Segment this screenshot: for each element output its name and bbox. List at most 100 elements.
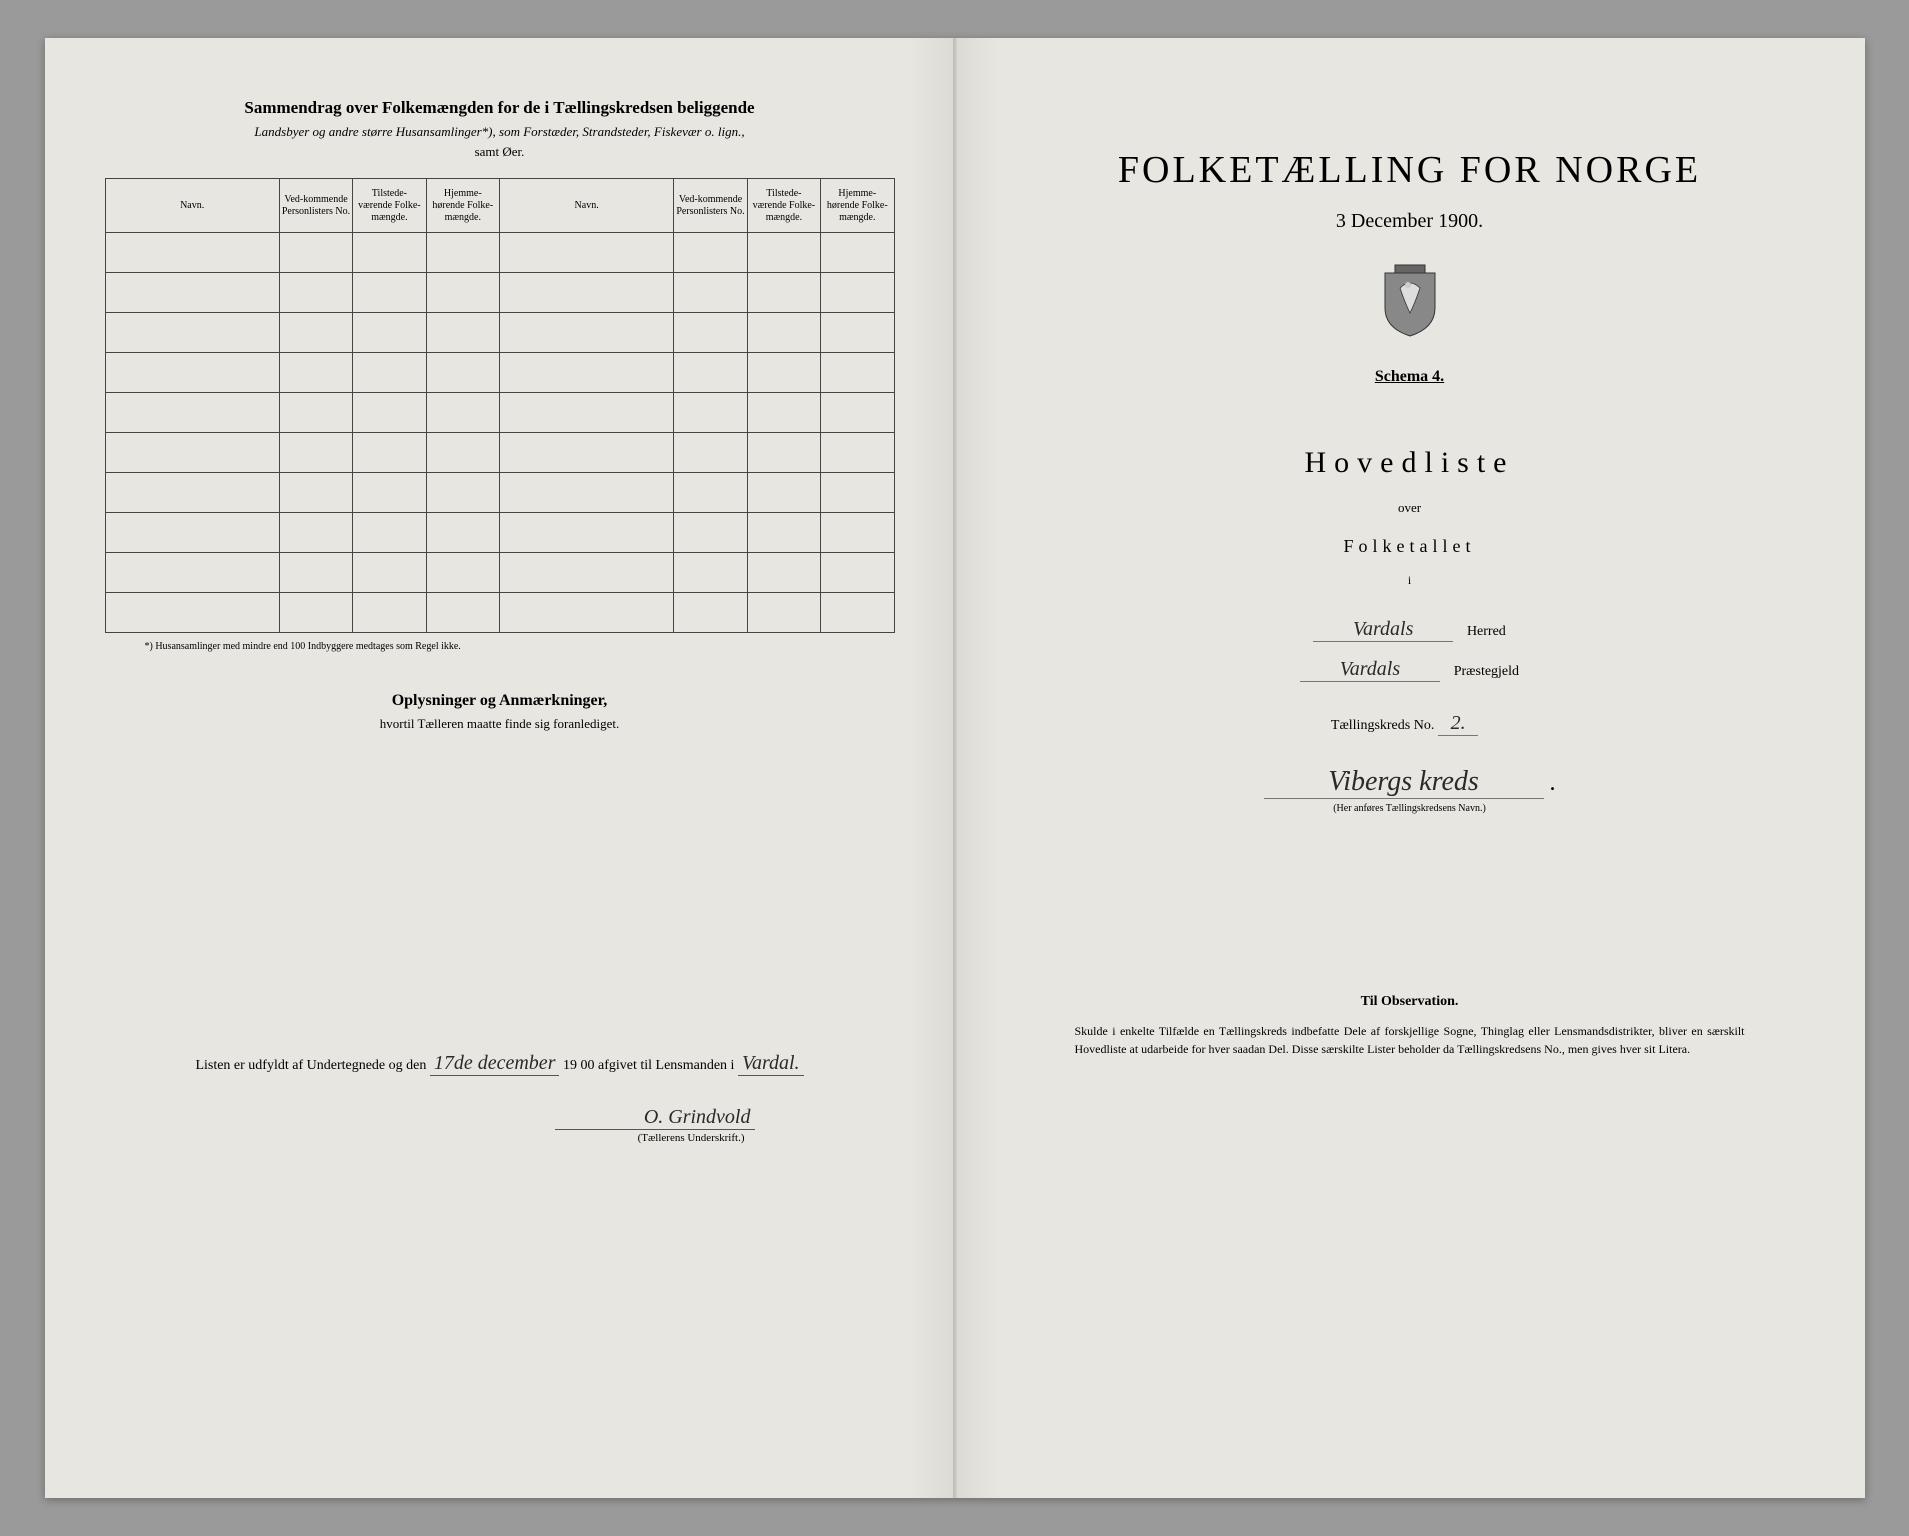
signature-line: O. Grindvold	[105, 1106, 895, 1130]
table-body	[105, 233, 894, 633]
taellingskreds-line: Tællingskreds No. 2.	[1015, 712, 1805, 736]
table-row	[105, 393, 894, 433]
table-cell	[279, 233, 352, 273]
table-cell	[426, 233, 499, 273]
right-page: FOLKETÆLLING FOR NORGE 3 December 1900. …	[955, 38, 1865, 1498]
table-cell	[821, 393, 894, 433]
table-cell	[279, 473, 352, 513]
table-cell	[747, 393, 820, 433]
table-cell	[499, 473, 673, 513]
table-cell	[279, 593, 352, 633]
col-tilstede-1: Tilstede-værende Folke-mængde.	[353, 179, 426, 233]
taellingskreds-label: Tællingskreds No.	[1331, 718, 1434, 733]
herred-label: Herred	[1467, 624, 1506, 639]
table-header-row: Navn. Ved-kommende Personlisters No. Til…	[105, 179, 894, 233]
table-row	[105, 473, 894, 513]
oplysninger-title: Oplysninger og Anmærkninger,	[105, 692, 895, 710]
table-cell	[747, 273, 820, 313]
table-cell	[426, 393, 499, 433]
table-cell	[426, 313, 499, 353]
table-cell	[353, 313, 426, 353]
table-cell	[674, 553, 747, 593]
table-cell	[426, 593, 499, 633]
left-title: Sammendrag over Folkemængden for de i Tæ…	[105, 98, 895, 118]
praestegjeld-label: Præstegjeld	[1454, 664, 1519, 679]
table-cell	[426, 513, 499, 553]
signature-label: (Tællerens Underskrift.)	[105, 1132, 895, 1144]
table-cell	[426, 353, 499, 393]
table-cell	[821, 553, 894, 593]
table-cell	[426, 273, 499, 313]
table-cell	[279, 553, 352, 593]
table-cell	[674, 233, 747, 273]
col-hjemme-1: Hjemme-hørende Folke-mængde.	[426, 179, 499, 233]
table-cell	[821, 313, 894, 353]
summary-table: Navn. Ved-kommende Personlisters No. Til…	[105, 178, 895, 633]
kreds-note: (Her anføres Tællingskredsens Navn.)	[1015, 803, 1805, 814]
table-cell	[353, 433, 426, 473]
table-cell	[674, 593, 747, 633]
over-label: over	[1015, 500, 1805, 516]
table-cell	[279, 433, 352, 473]
table-cell	[105, 273, 279, 313]
table-cell	[674, 513, 747, 553]
listen-line: Listen er udfyldt af Undertegnede og den…	[105, 1052, 895, 1076]
table-cell	[821, 513, 894, 553]
kreds-name: Vibergs kreds	[1264, 766, 1544, 799]
table-cell	[821, 433, 894, 473]
table-cell	[674, 273, 747, 313]
signature: O. Grindvold	[555, 1106, 755, 1130]
table-cell	[353, 473, 426, 513]
table-row	[105, 553, 894, 593]
table-cell	[674, 393, 747, 433]
observation-text: Skulde i enkelte Tilfælde en Tællingskre…	[1015, 1022, 1805, 1058]
table-cell	[747, 353, 820, 393]
table-cell	[499, 233, 673, 273]
table-cell	[499, 313, 673, 353]
table-cell	[674, 313, 747, 353]
listen-place: Vardal.	[738, 1052, 804, 1076]
table-cell	[105, 393, 279, 433]
table-cell	[747, 313, 820, 353]
table-cell	[353, 273, 426, 313]
i-label: i	[1015, 573, 1805, 588]
table-cell	[353, 553, 426, 593]
oplysninger-subtitle: hvortil Tælleren maatte finde sig foranl…	[105, 716, 895, 732]
table-cell	[105, 353, 279, 393]
table-cell	[279, 393, 352, 433]
table-cell	[105, 233, 279, 273]
date-line: 3 December 1900.	[1015, 210, 1805, 233]
table-cell	[499, 393, 673, 433]
praestegjeld-line: Vardals Præstegjeld	[1015, 658, 1805, 682]
col-navn-1: Navn.	[105, 179, 279, 233]
table-cell	[279, 513, 352, 553]
table-cell	[674, 433, 747, 473]
left-page: Sammendrag over Folkemængden for de i Tæ…	[45, 38, 955, 1498]
table-cell	[747, 513, 820, 553]
col-hjemme-2: Hjemme-hørende Folke-mængde.	[821, 179, 894, 233]
table-row	[105, 313, 894, 353]
table-row	[105, 233, 894, 273]
table-cell	[353, 233, 426, 273]
col-tilstede-2: Tilstede-værende Folke-mængde.	[747, 179, 820, 233]
listen-date: 17de december	[430, 1052, 560, 1076]
col-personlisters-1: Ved-kommende Personlisters No.	[279, 179, 352, 233]
table-cell	[821, 233, 894, 273]
observation-title: Til Observation.	[1015, 994, 1805, 1010]
table-cell	[499, 513, 673, 553]
table-cell	[674, 473, 747, 513]
table-cell	[747, 233, 820, 273]
table-cell	[499, 553, 673, 593]
col-personlisters-2: Ved-kommende Personlisters No.	[674, 179, 747, 233]
herred-line: Vardals Herred	[1015, 618, 1805, 642]
table-row	[105, 433, 894, 473]
col-navn-2: Navn.	[499, 179, 673, 233]
table-cell	[426, 473, 499, 513]
table-cell	[747, 593, 820, 633]
table-row	[105, 353, 894, 393]
table-cell	[821, 593, 894, 633]
table-cell	[747, 553, 820, 593]
taellingskreds-no: 2.	[1438, 712, 1478, 736]
right-content: FOLKETÆLLING FOR NORGE 3 December 1900. …	[1015, 88, 1805, 1058]
document-spread: Sammendrag over Folkemængden for de i Tæ…	[45, 38, 1865, 1498]
